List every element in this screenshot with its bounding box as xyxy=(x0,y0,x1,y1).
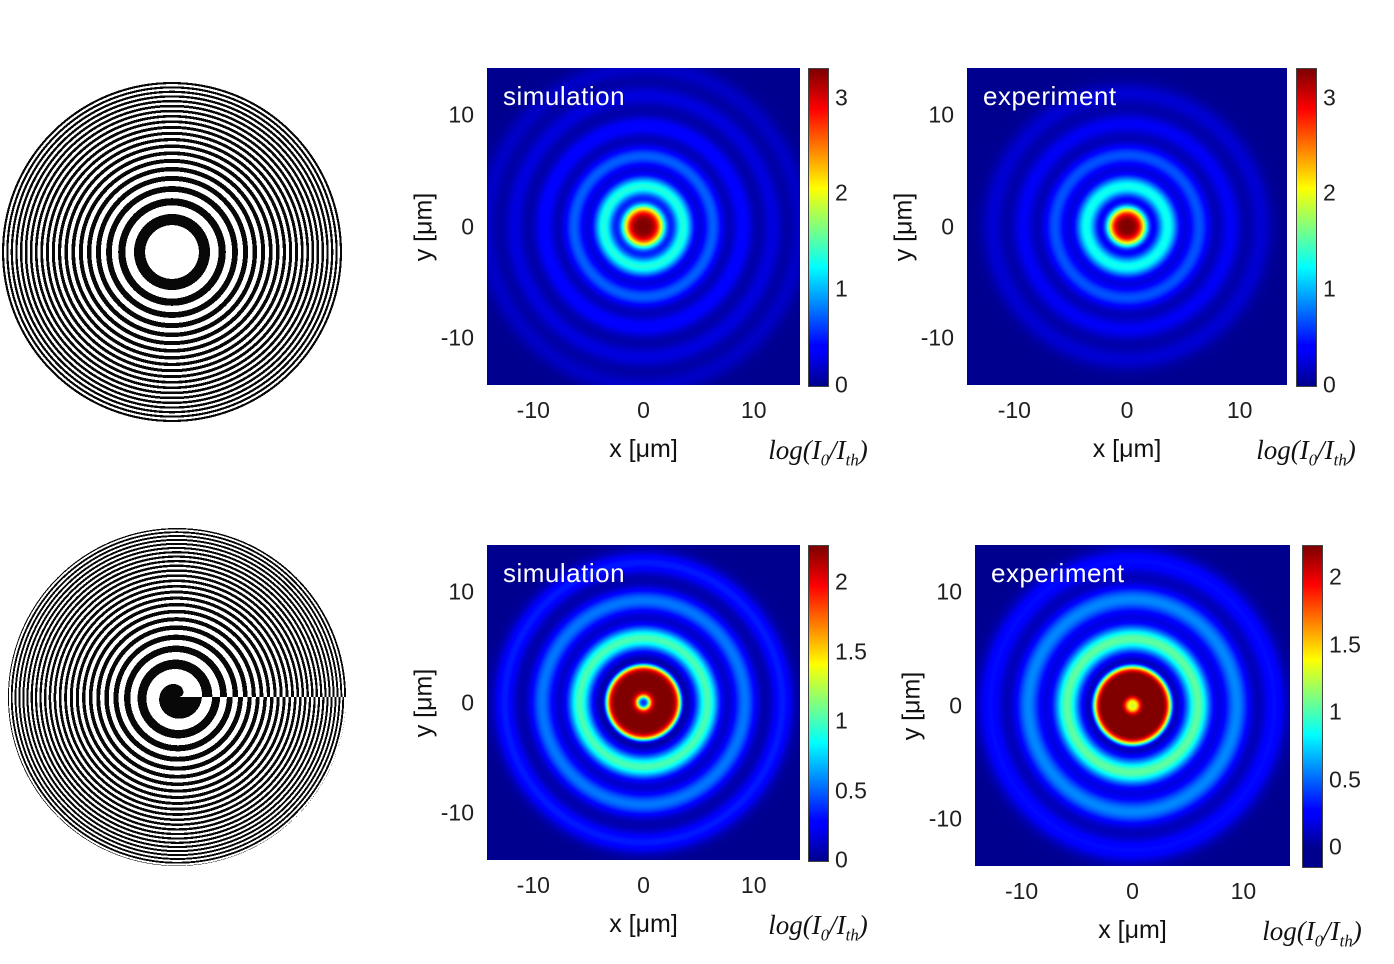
panel-bottom-simulation: simulation y [μm] x [μm] 2 1.5 1 0.5 0 log(I… xyxy=(410,545,868,944)
x-tick-label: 10 xyxy=(1230,878,1257,904)
colorbar-label-part: /I xyxy=(829,435,846,465)
x-axis-label: x [μm] xyxy=(609,435,678,463)
y-tick-label: 10 xyxy=(448,578,474,605)
colorbar-tick-label: 1.5 xyxy=(1329,631,1361,658)
colorbar-label-part: log(I xyxy=(1256,435,1309,465)
colorbar xyxy=(808,545,829,862)
colorbar-label: log(I0/Ith) xyxy=(768,910,867,945)
colorbar-label-part: /I xyxy=(1317,435,1334,465)
x-tick-label: 10 xyxy=(1226,397,1253,423)
colorbar-tick-label: 0 xyxy=(1329,833,1342,860)
simulation-heatmap-canvas xyxy=(487,545,800,860)
x-tick-label: -10 xyxy=(997,397,1031,423)
colorbar-label-part: log(I xyxy=(768,910,821,940)
colorbar-label-part: log(I xyxy=(768,435,821,465)
x-tick-label: 10 xyxy=(740,872,767,898)
y-tick-label: 0 xyxy=(941,213,954,239)
colorbar-tick-label: 0.5 xyxy=(835,777,867,804)
y-tick-label: -10 xyxy=(440,324,474,351)
colorbar-label-part: ) xyxy=(1352,916,1362,946)
y-tick-label: 10 xyxy=(928,101,954,128)
experiment-heatmap-canvas xyxy=(967,68,1287,385)
y-axis-label: y [μm] xyxy=(409,668,438,737)
colorbar-label-part: ) xyxy=(858,435,868,465)
colorbar-label: log(I0/Ith) xyxy=(768,435,867,470)
colorbar-tick-label: 1 xyxy=(1323,275,1336,302)
y-axis-label: y [μm] xyxy=(897,671,926,740)
colorbar-label-sub: 0 xyxy=(820,450,830,470)
spiral-zone-plate-panel xyxy=(8,528,346,866)
x-tick-label: 10 xyxy=(740,397,767,423)
colorbar-tick-label: 1 xyxy=(835,275,848,302)
x-tick-label: 0 xyxy=(1120,397,1134,423)
colorbar-label-sub: th xyxy=(1339,931,1353,951)
colorbar-tick-label: 1.5 xyxy=(835,638,867,665)
x-tick-label: -10 xyxy=(1004,878,1039,904)
x-tick-label: 0 xyxy=(637,872,650,898)
colorbar-label-sub: th xyxy=(845,925,859,945)
x-tick-label: -10 xyxy=(516,872,550,898)
panel-title: simulation xyxy=(503,558,626,588)
colorbar-tick-label: 0 xyxy=(835,846,848,873)
x-tick-label: 0 xyxy=(1126,878,1139,904)
colorbar xyxy=(808,68,829,387)
colorbar-label-sub: 0 xyxy=(1314,931,1324,951)
y-axis-label: y [μm] xyxy=(409,192,438,261)
colorbar-label-part: ) xyxy=(858,910,868,940)
colorbar-tick-label: 2 xyxy=(835,568,848,595)
fresnel-zone-plate-image xyxy=(2,82,342,422)
y-tick-label: 0 xyxy=(461,689,474,715)
colorbar-tick-label: 1 xyxy=(835,707,848,734)
y-tick-label: -10 xyxy=(928,805,962,832)
colorbar xyxy=(1296,68,1317,387)
panel-title: simulation xyxy=(503,81,626,111)
colorbar-label-part: log(I xyxy=(1262,916,1315,946)
colorbar-label-sub: th xyxy=(1333,450,1347,470)
colorbar-tick-label: 3 xyxy=(835,84,848,111)
experiment-heatmap-canvas xyxy=(975,545,1290,866)
y-tick-label: 10 xyxy=(448,101,474,128)
colorbar-label-sub: th xyxy=(845,450,859,470)
colorbar-label: log(I0/Ith) xyxy=(1256,435,1355,470)
y-tick-label: 10 xyxy=(936,578,962,605)
y-tick-label: 0 xyxy=(461,213,474,239)
colorbar-tick-label: 2 xyxy=(1323,179,1336,206)
x-tick-label: 0 xyxy=(637,397,650,423)
panel-title: experiment xyxy=(991,558,1125,588)
colorbar-label-sub: 0 xyxy=(1308,450,1318,470)
y-tick-label: -10 xyxy=(920,324,954,351)
colorbar-tick-label: 1 xyxy=(1329,698,1342,725)
colorbar-tick-label: 3 xyxy=(1323,84,1336,111)
colorbar-label: log(I0/Ith) xyxy=(1262,916,1361,951)
colorbar-tick-label: 2 xyxy=(1329,563,1342,590)
colorbar-label-part: ) xyxy=(1346,435,1356,465)
colorbar-tick-label: 2 xyxy=(835,179,848,206)
x-axis-label: x [μm] xyxy=(1098,916,1167,944)
colorbar xyxy=(1302,545,1323,868)
colorbar-tick-label: 0 xyxy=(835,371,848,398)
y-axis-label: y [μm] xyxy=(889,192,918,261)
x-axis-label: x [μm] xyxy=(609,910,678,938)
colorbar-label-sub: 0 xyxy=(820,925,830,945)
panel-bottom-experiment: experiment y [μm] x [μm] 2 1.5 1 0.5 0 log(I… xyxy=(898,545,1362,950)
simulation-heatmap-canvas xyxy=(487,68,800,385)
colorbar-tick-label: 0.5 xyxy=(1329,766,1361,793)
x-axis-label: x [μm] xyxy=(1092,435,1162,463)
y-tick-label: -10 xyxy=(440,799,474,826)
fresnel-zone-plate-panel xyxy=(2,82,342,422)
spiral-zone-plate-image xyxy=(8,528,346,866)
y-tick-label: 0 xyxy=(949,692,962,718)
panel-title: experiment xyxy=(983,81,1117,111)
x-tick-label: -10 xyxy=(516,397,550,423)
colorbar-label-part: /I xyxy=(1323,916,1340,946)
colorbar-label-part: /I xyxy=(829,910,846,940)
colorbar-tick-label: 0 xyxy=(1323,371,1336,398)
